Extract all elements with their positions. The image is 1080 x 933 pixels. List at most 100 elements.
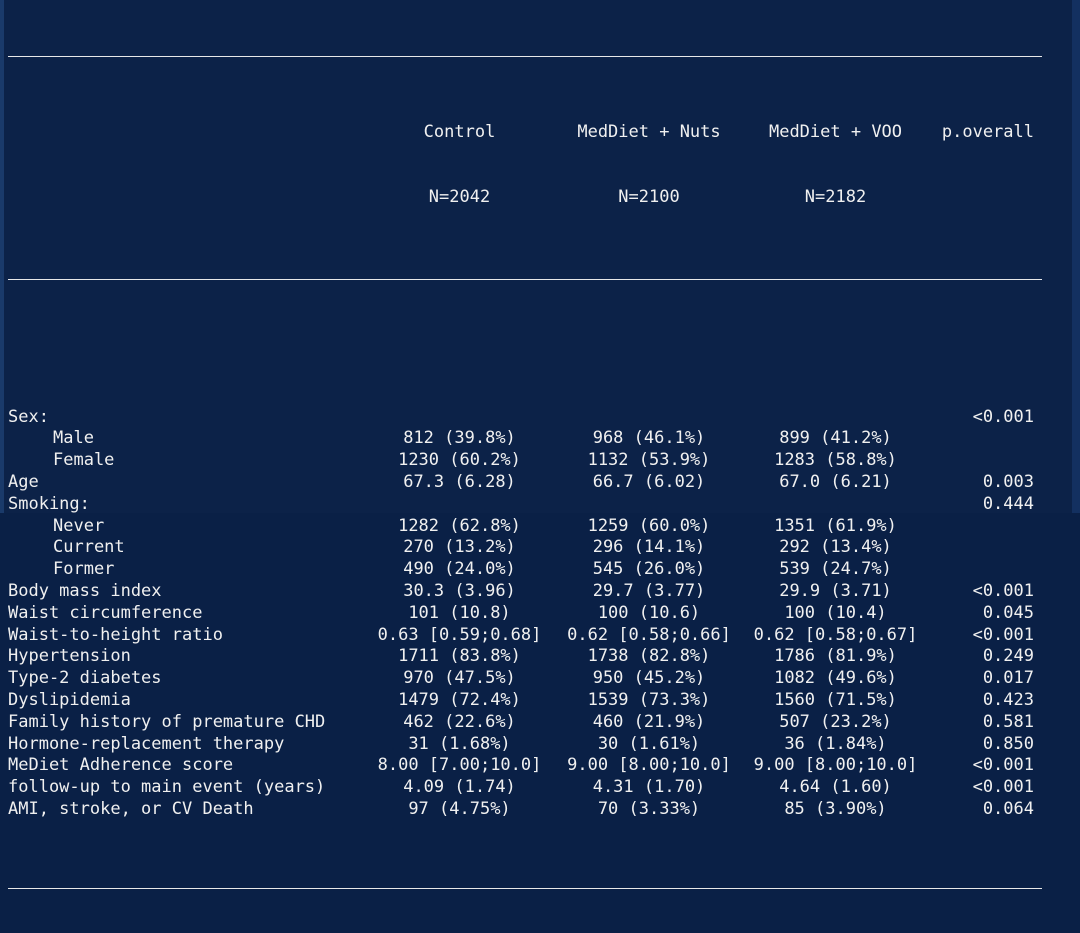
cell-meddiet-nuts: 4.31 (1.70) xyxy=(592,777,706,798)
row-label: Female xyxy=(53,450,115,471)
row-label: Current xyxy=(53,537,125,558)
cell-control: 31 (1.68%) xyxy=(408,733,511,754)
table-row: Sex: <0.001 xyxy=(8,407,1042,429)
row-label: Dyslipidemia xyxy=(8,689,131,710)
cell-meddiet-nuts: 70 (3.33%) xyxy=(597,798,701,819)
table-row: Hormone-replacement therapy 31 (1.68%) 30 … xyxy=(8,734,1042,756)
cell-meddiet-nuts: 1539 (73.3%) xyxy=(587,689,711,710)
cell-control: 1230 (60.2%) xyxy=(398,450,521,471)
cell-p-overall: 0.850 xyxy=(982,733,1034,754)
table-row: Never 1282 (62.8%) 1259 (60.0%) 1351 (61.9%… xyxy=(8,516,1042,538)
table-row: Family history of premature CHD 462 (22.6… xyxy=(8,712,1042,734)
cell-control xyxy=(365,494,554,516)
row-label: Sex: xyxy=(8,406,49,427)
table-row: Type-2 diabetes 970 (47.5%) 950 (45.2%) 108… xyxy=(8,668,1042,690)
cell-meddiet-voo: 100 (10.4) xyxy=(784,602,887,623)
cell-meddiet-voo: 85 (3.90%) xyxy=(784,798,887,819)
cell-p-overall xyxy=(927,537,1042,559)
table-row: Age 67.3 (6.28) 66.7 (6.02) 67.0 (6.21) 0.00… xyxy=(8,472,1042,494)
cell-p-overall: 0.581 xyxy=(982,711,1034,732)
console-window: Control MedDiet + Nuts MedDiet + VOO p.o… xyxy=(0,0,1080,890)
cell-meddiet-voo: 1351 (61.9%) xyxy=(774,515,897,536)
row-label: Waist-to-height ratio xyxy=(8,624,223,645)
cell-meddiet-voo: 1786 (81.9%) xyxy=(774,646,897,667)
row-label: Type-2 diabetes xyxy=(8,668,162,689)
cell-meddiet-nuts: 1738 (82.8%) xyxy=(587,646,711,667)
cell-meddiet-voo: 0.62 [0.58;0.67] xyxy=(753,624,918,645)
header-row-names: Control MedDiet + Nuts MedDiet + VOO p.o… xyxy=(8,122,1042,144)
cell-control: 812 (39.8%) xyxy=(403,428,516,449)
row-label: AMI, stroke, or CV Death xyxy=(8,798,254,819)
table-row: Body mass index 30.3 (3.96) 29.7 (3.77) 29.… xyxy=(8,581,1042,603)
row-label: MeDiet Adherence score xyxy=(8,755,234,776)
cell-meddiet-voo xyxy=(744,494,927,516)
cell-meddiet-voo: 67.0 (6.21) xyxy=(779,471,892,492)
cell-p-overall: 0.249 xyxy=(982,646,1034,667)
cell-meddiet-voo: 1283 (58.8%) xyxy=(774,450,897,471)
row-label: Never xyxy=(53,515,105,536)
cell-control: 1711 (83.8%) xyxy=(398,646,521,667)
cell-meddiet-nuts xyxy=(554,407,744,429)
cell-meddiet-voo xyxy=(744,407,927,429)
cell-meddiet-voo: 1082 (49.6%) xyxy=(774,668,897,689)
cell-p-overall: 0.444 xyxy=(982,493,1034,514)
cell-meddiet-nuts: 460 (21.9%) xyxy=(592,711,706,732)
row-label: Male xyxy=(53,428,94,449)
cell-p-overall: 0.423 xyxy=(982,689,1034,710)
header-blank xyxy=(927,187,1042,209)
table-row: Smoking: 0.444 xyxy=(8,494,1042,516)
row-label: Family history of premature CHD xyxy=(8,711,326,732)
header-group2-name: MedDiet + Nuts xyxy=(577,121,721,142)
cell-control: 1282 (62.8%) xyxy=(398,515,521,536)
row-label: Hormone-replacement therapy xyxy=(8,733,285,754)
cell-meddiet-nuts: 30 (1.61%) xyxy=(597,733,701,754)
cell-meddiet-voo: 1560 (71.5%) xyxy=(774,689,897,710)
cell-meddiet-nuts: 9.00 [8.00;10.0] xyxy=(567,755,731,776)
table-row: Waist circumference 101 (10.8) 100 (10.6) 1… xyxy=(8,603,1042,625)
cell-p-overall: <0.001 xyxy=(972,777,1034,798)
cell-p-overall: 0.064 xyxy=(982,798,1034,819)
table-row: Former 490 (24.0%) 545 (26.0%) 539 (24.7%) xyxy=(8,559,1042,581)
table-row: Male 812 (39.8%) 968 (46.1%) 899 (41.2%) xyxy=(8,428,1042,450)
top-rule xyxy=(8,55,1042,57)
header-row-counts: N=2042 N=2100 N=2182 xyxy=(8,187,1042,209)
cell-p-overall: <0.001 xyxy=(972,624,1034,645)
cell-meddiet-nuts: 1259 (60.0%) xyxy=(587,515,711,536)
cell-control: 97 (4.75%) xyxy=(408,798,511,819)
cell-control: 8.00 [7.00;10.0] xyxy=(377,755,542,776)
table-row: AMI, stroke, or CV Death 97 (4.75%) 70 (3.… xyxy=(8,799,1042,821)
cell-meddiet-nuts xyxy=(554,494,744,516)
cell-meddiet-nuts: 296 (14.1%) xyxy=(592,537,706,558)
cell-control: 67.3 (6.28) xyxy=(403,471,516,492)
cell-p-overall: <0.001 xyxy=(972,580,1034,601)
cell-meddiet-nuts: 100 (10.6) xyxy=(597,602,701,623)
cell-meddiet-nuts: 66.7 (6.02) xyxy=(592,471,706,492)
row-label: Smoking: xyxy=(8,493,90,514)
cell-control: 30.3 (3.96) xyxy=(403,580,516,601)
cell-meddiet-voo: 292 (13.4%) xyxy=(779,537,892,558)
cell-p-overall: 0.017 xyxy=(982,668,1034,689)
table-row: Hypertension 1711 (83.8%) 1738 (82.8%) 1786… xyxy=(8,646,1042,668)
cell-control: 101 (10.8) xyxy=(408,602,511,623)
row-label: Former xyxy=(53,559,115,580)
cell-p-overall xyxy=(927,450,1042,472)
header-rule xyxy=(8,278,1042,280)
cell-control: 0.63 [0.59;0.68] xyxy=(377,624,542,645)
cell-control: 490 (24.0%) xyxy=(403,559,516,580)
cell-p-overall xyxy=(927,516,1042,538)
cell-p-overall: 0.045 xyxy=(982,602,1034,623)
table-row: Current 270 (13.2%) 296 (14.1%) 292 (13.4%) xyxy=(8,537,1042,559)
table-row: Dyslipidemia 1479 (72.4%) 1539 (73.3%) 1560… xyxy=(8,690,1042,712)
cell-control: 970 (47.5%) xyxy=(403,668,516,689)
row-label: Waist circumference xyxy=(8,602,203,623)
cell-meddiet-voo: 539 (24.7%) xyxy=(779,559,892,580)
header-group3-name: MedDiet + VOO xyxy=(768,121,903,142)
cell-control: 1479 (72.4%) xyxy=(398,689,521,710)
cell-p-overall: <0.001 xyxy=(972,755,1034,776)
cell-p-overall: 0.003 xyxy=(982,471,1034,492)
row-label: Age xyxy=(8,471,39,492)
window-right-edge xyxy=(1072,0,1080,513)
cell-meddiet-nuts: 1132 (53.9%) xyxy=(587,450,711,471)
cell-meddiet-voo: 899 (41.2%) xyxy=(779,428,892,449)
table-row: Waist-to-height ratio 0.63 [0.59;0.68] 0.6… xyxy=(8,625,1042,647)
